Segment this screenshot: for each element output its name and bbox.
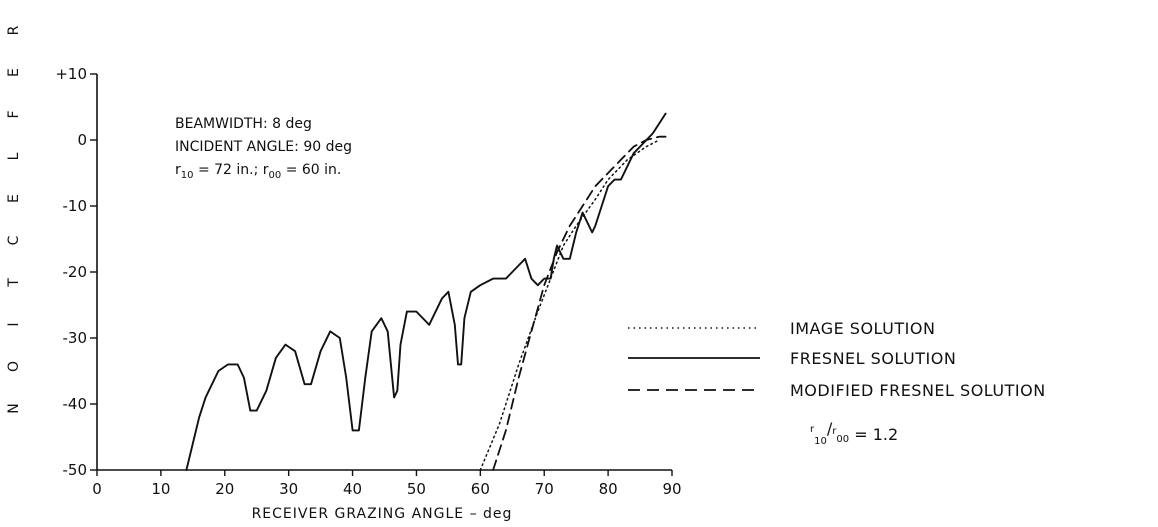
- y-axis-title-letter: E: [6, 67, 22, 77]
- x-tick-label: 30: [279, 480, 298, 498]
- y-tick-label: 0: [77, 131, 87, 149]
- r10-prefix: r: [175, 162, 181, 178]
- annotation-incident-angle: INCIDENT ANGLE: 90 deg: [175, 139, 352, 155]
- series-line-modified-fresnel-solution: [492, 135, 667, 471]
- y-tick-label: -10: [63, 197, 88, 215]
- x-tick-label: 20: [215, 480, 234, 498]
- y-tick-label: -20: [63, 263, 88, 281]
- y-tick-label: -30: [63, 329, 88, 347]
- series-line-fresnel-solution: [185, 112, 667, 471]
- x-tick-label: 50: [407, 480, 426, 498]
- r10-sub: 10: [181, 170, 194, 181]
- ratio-r00-sub: 00: [836, 434, 849, 445]
- ratio-value: = 1.2: [849, 425, 898, 444]
- ratio-annotation: r10/r00 = 1.2: [810, 419, 898, 447]
- x-tick-label: 60: [471, 480, 490, 498]
- x-ticks: 0 10 20 30 40 50 60 70 80 90: [92, 470, 682, 498]
- y-tick-label: -40: [63, 395, 88, 413]
- annotation-block: BEAMWIDTH: 8 deg INCIDENT ANGLE: 90 deg …: [175, 116, 352, 181]
- ratio-slash: /: [827, 419, 833, 438]
- y-axis-title-letter: L: [6, 152, 22, 161]
- annotation-radii: r10 = 72 in.; r00 = 60 in.: [175, 162, 341, 181]
- y-tick-label: -50: [63, 461, 88, 479]
- x-tick-label: 80: [599, 480, 618, 498]
- y-axis-title-letter: O: [6, 360, 22, 372]
- y-axis-title-letter: F: [6, 109, 22, 118]
- y-axis-title-letter: T: [6, 277, 22, 288]
- r00-suffix: = 60 in.: [281, 162, 341, 178]
- r00-sub: 00: [269, 170, 282, 181]
- y-axis-title-letter: I: [6, 321, 22, 326]
- ratio-r10-sub: 10: [814, 436, 827, 447]
- x-tick-label: 70: [535, 480, 554, 498]
- legend: IMAGE SOLUTION FRESNEL SOLUTION MODIFIED…: [628, 319, 1046, 447]
- y-ticks: -50 -40 -30 -20 -10 0 +10: [55, 65, 97, 479]
- ratio-r-mid: r: [832, 426, 837, 437]
- x-tick-label: 0: [92, 480, 102, 498]
- plot-area: [185, 112, 667, 471]
- legend-label-fresnel: FRESNEL SOLUTION: [790, 349, 956, 368]
- series-line-image-solution: [479, 139, 660, 471]
- x-tick-label: 90: [662, 480, 681, 498]
- annotation-beamwidth: BEAMWIDTH: 8 deg: [175, 116, 312, 132]
- y-axis-title: R E F L E C T I O N: [6, 25, 22, 414]
- legend-label-image: IMAGE SOLUTION: [790, 319, 935, 338]
- y-axis-title-letter: N: [6, 402, 22, 413]
- y-tick-label: +10: [55, 65, 87, 83]
- x-axis-title: RECEIVER GRAZING ANGLE – deg: [252, 506, 513, 522]
- ratio-r-prefix: r: [810, 424, 815, 435]
- y-axis-title-letter: C: [6, 235, 22, 246]
- r10-mid: = 72 in.; r: [194, 162, 269, 178]
- y-axis-title-letter: E: [6, 193, 22, 203]
- y-axis-title-letter: R: [6, 25, 22, 36]
- x-tick-label: 40: [343, 480, 362, 498]
- x-tick-label: 10: [151, 480, 170, 498]
- legend-label-modified: MODIFIED FRESNEL SOLUTION: [790, 381, 1046, 400]
